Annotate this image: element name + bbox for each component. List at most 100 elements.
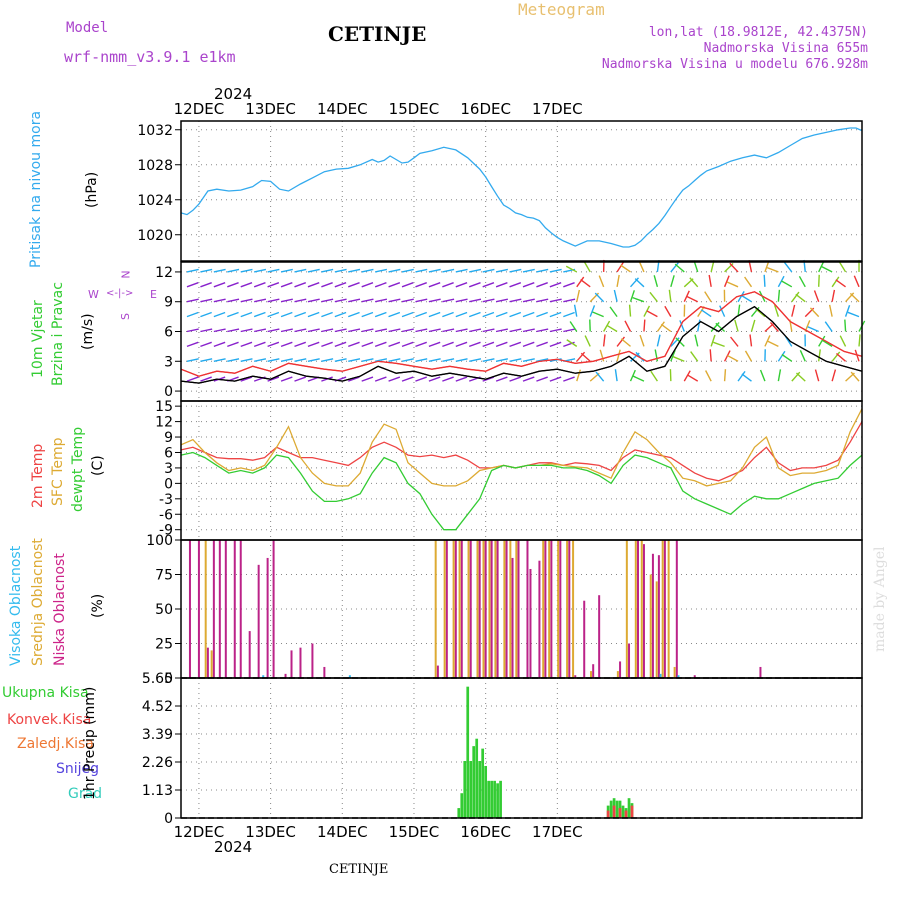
bar-cloud-1 [640, 540, 643, 678]
wind-barb [638, 260, 645, 273]
wind-barb [254, 328, 267, 333]
bar-precip-0 [460, 793, 464, 818]
bar-cloud-0 [299, 647, 302, 678]
wind-barb [280, 376, 293, 382]
wind-barb [709, 349, 712, 362]
bar-cloud-1 [673, 666, 676, 678]
wind-barb [807, 326, 819, 333]
wind-barb [401, 376, 414, 382]
wind-barb [334, 328, 347, 333]
wind-barb [442, 311, 454, 318]
wind-barb [653, 275, 659, 288]
wind-barb [428, 341, 441, 348]
wind-barb [741, 373, 752, 382]
wind-barb [321, 268, 334, 273]
wind-barb [280, 311, 293, 318]
wind-barb [307, 328, 320, 333]
wind-barb [294, 376, 307, 382]
wind-barb [334, 311, 347, 318]
y-tick-label: 3 [164, 354, 173, 370]
wind-barb [374, 282, 387, 288]
wind-barb [388, 268, 401, 273]
wind-barb [294, 282, 307, 288]
wind-barb [664, 305, 672, 317]
wind-barb [455, 311, 468, 318]
wind-barb [240, 268, 253, 273]
wind-barb [415, 282, 427, 288]
wind-barb [455, 376, 468, 382]
bar-cloud-0 [460, 540, 463, 678]
y-tick-label: 15 [155, 399, 173, 415]
wind-barb [428, 282, 441, 288]
model-label: Model [66, 20, 109, 36]
top-year: 2024 [214, 85, 253, 103]
top-day-label: 17DEC [532, 100, 583, 118]
wind-barb [442, 376, 454, 382]
wind-barb [522, 328, 535, 333]
wind-barb [563, 311, 575, 318]
y-tick-label: 1028 [137, 158, 173, 174]
wind-barb [415, 341, 427, 348]
bar-precip-0 [484, 765, 488, 818]
wind-barb [361, 358, 374, 362]
wind-barb [415, 328, 428, 333]
wind-barb [606, 324, 618, 333]
wind-barb [509, 358, 522, 362]
wind-barb [428, 328, 441, 333]
wind-barb [267, 268, 280, 273]
wind-barb [482, 341, 495, 348]
y-tick-label: 50 [155, 602, 173, 618]
bar-cloud-1 [509, 540, 512, 678]
wind-barb [522, 282, 535, 288]
wind-barb [694, 334, 699, 347]
bar-cloud-0 [619, 661, 622, 678]
bar-cloud-0 [257, 564, 260, 678]
wind-barb [824, 321, 833, 332]
wind-barb [280, 358, 293, 362]
wind-barb [401, 341, 414, 348]
wind-label-2: Brzina i Pravac [50, 282, 66, 386]
wind-barb [536, 376, 548, 382]
wind-barb [750, 319, 756, 332]
wind-barb [576, 351, 586, 362]
wind-barb [388, 358, 401, 362]
wind-barb [401, 311, 414, 318]
y-tick-label: 1024 [137, 193, 173, 209]
y-tick-label: 0 [164, 476, 173, 492]
wind-barb [455, 298, 468, 303]
wind-barb [844, 319, 847, 332]
wind-barb [563, 376, 575, 382]
wind-barb [469, 268, 482, 273]
bottom-day-label: 14DEC [317, 823, 368, 841]
wind-barb [267, 311, 280, 318]
wind-barb [200, 328, 213, 333]
wind-barb [186, 376, 199, 382]
wind-barb [809, 307, 820, 318]
wind-barb [781, 280, 793, 288]
bar-precip-0 [609, 800, 613, 818]
bar-precip-0 [457, 808, 461, 818]
wind-barb [616, 274, 620, 287]
wind-barb [186, 358, 199, 362]
wind-barb [495, 298, 508, 303]
wind-barb [321, 311, 333, 318]
wind-barb [509, 311, 522, 318]
wind-barb [374, 328, 388, 333]
bar-cloud-0 [484, 540, 487, 678]
wind-barb [361, 311, 374, 318]
wind-barb [254, 358, 267, 362]
wind-barb [773, 304, 780, 317]
wind-barb [455, 341, 468, 348]
bar-cloud-1 [548, 540, 551, 678]
wind-barb [482, 358, 495, 362]
wind-barb [240, 341, 253, 348]
y-tick-label: -9 [159, 523, 173, 539]
bar-cloud-0 [445, 540, 448, 678]
bar-cloud-2 [677, 675, 680, 678]
wind-barb [603, 320, 611, 332]
cloud-mid-label: Srednja Oblacnost [30, 538, 46, 666]
wind-barb [620, 264, 631, 273]
wind-barb [348, 328, 361, 333]
wind-barb [668, 289, 672, 302]
wind-barb [334, 282, 347, 288]
